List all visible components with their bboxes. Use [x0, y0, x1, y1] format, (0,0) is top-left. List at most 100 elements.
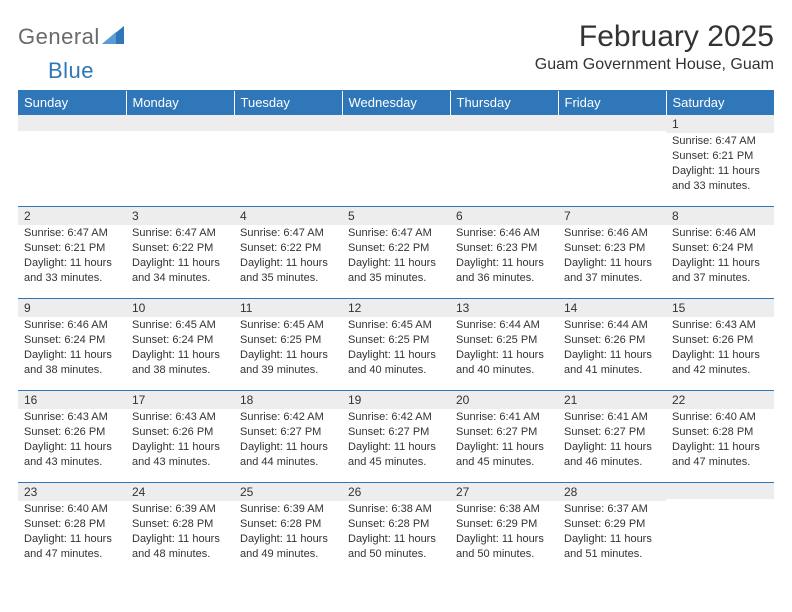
day-number: 12	[342, 299, 450, 317]
calendar-cell	[666, 483, 774, 575]
weekday-header: Thursday	[450, 91, 558, 115]
day-number: 17	[126, 391, 234, 409]
day-number: 20	[450, 391, 558, 409]
day-data	[342, 131, 450, 191]
calendar-cell	[126, 115, 234, 207]
calendar-cell: 18Sunrise: 6:42 AMSunset: 6:27 PMDayligh…	[234, 391, 342, 483]
day-data: Sunrise: 6:42 AMSunset: 6:27 PMDaylight:…	[234, 409, 342, 473]
calendar-cell: 6Sunrise: 6:46 AMSunset: 6:23 PMDaylight…	[450, 207, 558, 299]
day-number: 24	[126, 483, 234, 501]
weekday-header: Wednesday	[342, 91, 450, 115]
weekday-header: Saturday	[666, 91, 774, 115]
day-number: 3	[126, 207, 234, 225]
day-data: Sunrise: 6:40 AMSunset: 6:28 PMDaylight:…	[666, 409, 774, 473]
calendar-cell: 27Sunrise: 6:38 AMSunset: 6:29 PMDayligh…	[450, 483, 558, 575]
weekday-header: Monday	[126, 91, 234, 115]
calendar-cell: 5Sunrise: 6:47 AMSunset: 6:22 PMDaylight…	[342, 207, 450, 299]
day-data: Sunrise: 6:39 AMSunset: 6:28 PMDaylight:…	[234, 501, 342, 565]
weekday-header: Tuesday	[234, 91, 342, 115]
day-data: Sunrise: 6:46 AMSunset: 6:24 PMDaylight:…	[18, 317, 126, 381]
calendar-cell: 26Sunrise: 6:38 AMSunset: 6:28 PMDayligh…	[342, 483, 450, 575]
brand-text-2: Blue	[48, 58, 94, 83]
calendar-cell: 8Sunrise: 6:46 AMSunset: 6:24 PMDaylight…	[666, 207, 774, 299]
weekday-header-row: Sunday Monday Tuesday Wednesday Thursday…	[18, 91, 774, 115]
day-number: 11	[234, 299, 342, 317]
day-data: Sunrise: 6:41 AMSunset: 6:27 PMDaylight:…	[450, 409, 558, 473]
day-data	[234, 131, 342, 191]
day-number: 15	[666, 299, 774, 317]
calendar-cell	[234, 115, 342, 207]
day-data: Sunrise: 6:47 AMSunset: 6:22 PMDaylight:…	[234, 225, 342, 289]
day-number: 7	[558, 207, 666, 225]
day-data: Sunrise: 6:37 AMSunset: 6:29 PMDaylight:…	[558, 501, 666, 565]
day-data: Sunrise: 6:44 AMSunset: 6:26 PMDaylight:…	[558, 317, 666, 381]
brand-logo: General	[18, 24, 126, 50]
day-number: 27	[450, 483, 558, 501]
day-number: 5	[342, 207, 450, 225]
calendar-cell: 13Sunrise: 6:44 AMSunset: 6:25 PMDayligh…	[450, 299, 558, 391]
day-number: 23	[18, 483, 126, 501]
triangle-icon	[102, 26, 124, 49]
calendar-table: Sunday Monday Tuesday Wednesday Thursday…	[18, 91, 774, 575]
calendar-cell	[18, 115, 126, 207]
calendar-cell: 17Sunrise: 6:43 AMSunset: 6:26 PMDayligh…	[126, 391, 234, 483]
calendar-cell: 19Sunrise: 6:42 AMSunset: 6:27 PMDayligh…	[342, 391, 450, 483]
day-number	[342, 115, 450, 131]
day-data: Sunrise: 6:44 AMSunset: 6:25 PMDaylight:…	[450, 317, 558, 381]
day-data: Sunrise: 6:47 AMSunset: 6:21 PMDaylight:…	[666, 133, 774, 197]
day-data: Sunrise: 6:45 AMSunset: 6:25 PMDaylight:…	[234, 317, 342, 381]
day-data: Sunrise: 6:46 AMSunset: 6:23 PMDaylight:…	[558, 225, 666, 289]
day-data	[558, 131, 666, 191]
day-data: Sunrise: 6:47 AMSunset: 6:22 PMDaylight:…	[342, 225, 450, 289]
brand-text-1: General	[18, 24, 100, 50]
calendar-cell: 14Sunrise: 6:44 AMSunset: 6:26 PMDayligh…	[558, 299, 666, 391]
day-data: Sunrise: 6:38 AMSunset: 6:28 PMDaylight:…	[342, 501, 450, 565]
day-data: Sunrise: 6:41 AMSunset: 6:27 PMDaylight:…	[558, 409, 666, 473]
day-data: Sunrise: 6:46 AMSunset: 6:24 PMDaylight:…	[666, 225, 774, 289]
day-data: Sunrise: 6:47 AMSunset: 6:21 PMDaylight:…	[18, 225, 126, 289]
calendar-cell: 1Sunrise: 6:47 AMSunset: 6:21 PMDaylight…	[666, 115, 774, 207]
day-data	[450, 131, 558, 191]
month-title: February 2025	[535, 20, 774, 54]
calendar-week-row: 2Sunrise: 6:47 AMSunset: 6:21 PMDaylight…	[18, 207, 774, 299]
day-number: 1	[666, 115, 774, 133]
day-number: 26	[342, 483, 450, 501]
calendar-cell: 10Sunrise: 6:45 AMSunset: 6:24 PMDayligh…	[126, 299, 234, 391]
calendar-cell: 9Sunrise: 6:46 AMSunset: 6:24 PMDaylight…	[18, 299, 126, 391]
day-data	[126, 131, 234, 191]
calendar-week-row: 1Sunrise: 6:47 AMSunset: 6:21 PMDaylight…	[18, 115, 774, 207]
calendar-cell: 2Sunrise: 6:47 AMSunset: 6:21 PMDaylight…	[18, 207, 126, 299]
day-data: Sunrise: 6:47 AMSunset: 6:22 PMDaylight:…	[126, 225, 234, 289]
day-number: 10	[126, 299, 234, 317]
day-data	[18, 131, 126, 191]
day-data: Sunrise: 6:45 AMSunset: 6:24 PMDaylight:…	[126, 317, 234, 381]
weekday-header: Friday	[558, 91, 666, 115]
calendar-cell: 11Sunrise: 6:45 AMSunset: 6:25 PMDayligh…	[234, 299, 342, 391]
title-block: February 2025 Guam Government House, Gua…	[535, 20, 774, 74]
day-data: Sunrise: 6:43 AMSunset: 6:26 PMDaylight:…	[666, 317, 774, 381]
day-number: 14	[558, 299, 666, 317]
day-data: Sunrise: 6:43 AMSunset: 6:26 PMDaylight:…	[18, 409, 126, 473]
calendar-week-row: 23Sunrise: 6:40 AMSunset: 6:28 PMDayligh…	[18, 483, 774, 575]
day-data: Sunrise: 6:43 AMSunset: 6:26 PMDaylight:…	[126, 409, 234, 473]
day-data	[666, 499, 774, 559]
day-number: 2	[18, 207, 126, 225]
day-number	[18, 115, 126, 131]
day-data: Sunrise: 6:40 AMSunset: 6:28 PMDaylight:…	[18, 501, 126, 565]
calendar-week-row: 9Sunrise: 6:46 AMSunset: 6:24 PMDaylight…	[18, 299, 774, 391]
day-number: 8	[666, 207, 774, 225]
calendar-cell: 21Sunrise: 6:41 AMSunset: 6:27 PMDayligh…	[558, 391, 666, 483]
day-number: 16	[18, 391, 126, 409]
weekday-header: Sunday	[18, 91, 126, 115]
day-data: Sunrise: 6:39 AMSunset: 6:28 PMDaylight:…	[126, 501, 234, 565]
calendar-cell: 7Sunrise: 6:46 AMSunset: 6:23 PMDaylight…	[558, 207, 666, 299]
day-number	[234, 115, 342, 131]
day-number	[126, 115, 234, 131]
day-data: Sunrise: 6:46 AMSunset: 6:23 PMDaylight:…	[450, 225, 558, 289]
day-data: Sunrise: 6:38 AMSunset: 6:29 PMDaylight:…	[450, 501, 558, 565]
day-number: 13	[450, 299, 558, 317]
calendar-cell: 12Sunrise: 6:45 AMSunset: 6:25 PMDayligh…	[342, 299, 450, 391]
calendar-cell: 23Sunrise: 6:40 AMSunset: 6:28 PMDayligh…	[18, 483, 126, 575]
day-number: 25	[234, 483, 342, 501]
calendar-cell: 28Sunrise: 6:37 AMSunset: 6:29 PMDayligh…	[558, 483, 666, 575]
